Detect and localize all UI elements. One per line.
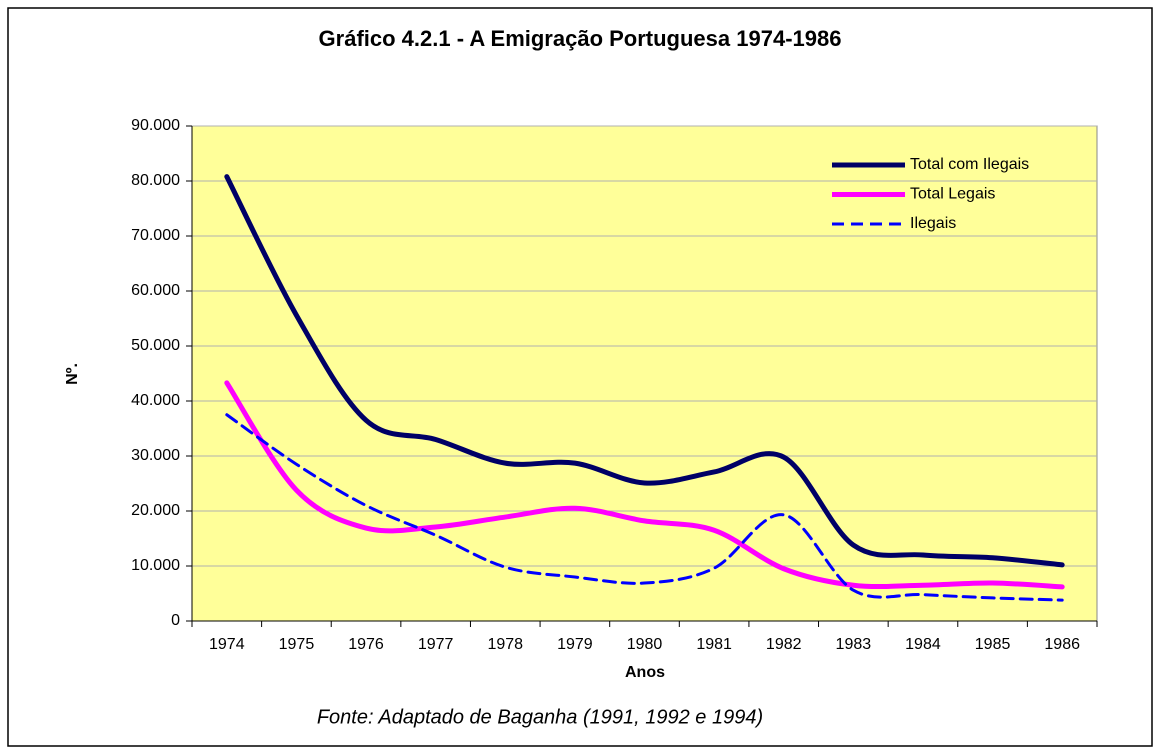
x-tick-label: 1979 <box>557 636 593 653</box>
y-tick-label: 70.000 <box>131 227 180 244</box>
y-tick-label: 30.000 <box>131 447 180 464</box>
x-tick-label: 1978 <box>487 636 523 653</box>
x-tick-label: 1984 <box>905 636 941 653</box>
x-tick-label: 1977 <box>418 636 454 653</box>
legend-label: Total Legais <box>910 186 995 203</box>
series-line <box>224 380 1065 590</box>
series-line <box>224 174 1065 568</box>
chart-title: Gráfico 4.2.1 - A Emigração Portuguesa 1… <box>319 26 842 51</box>
y-tick-label: 50.000 <box>131 337 180 354</box>
legend-label: Total com Ilegais <box>910 156 1029 173</box>
source-note: Fonte: Adaptado de Baganha (1991, 1992 e… <box>317 706 763 728</box>
x-tick-label: 1985 <box>975 636 1011 653</box>
x-tick-label: 1983 <box>836 636 872 653</box>
x-tick-label: 1982 <box>766 636 802 653</box>
x-tick-label: 1976 <box>348 636 384 653</box>
plot-area <box>191 125 1098 622</box>
y-tick-label: 80.000 <box>131 172 180 189</box>
legend-label: Ilegais <box>910 215 956 232</box>
y-tick-label: 90.000 <box>131 117 180 134</box>
x-tick-label: 1986 <box>1044 636 1080 653</box>
y-tick-label: 40.000 <box>131 392 180 409</box>
x-tick-label: 1974 <box>209 636 245 653</box>
x-axis-label: Anos <box>625 664 665 681</box>
x-tick-label: 1981 <box>696 636 732 653</box>
x-tick-label: 1980 <box>627 636 663 653</box>
y-tick-label: 10.000 <box>131 557 180 574</box>
y-tick-label: 20.000 <box>131 502 180 519</box>
y-tick-label: 60.000 <box>131 282 180 299</box>
y-tick-label: 0 <box>171 612 180 629</box>
y-axis-label: Nº. <box>64 363 81 385</box>
x-tick-label: 1975 <box>279 636 315 653</box>
series-line <box>225 413 1064 602</box>
